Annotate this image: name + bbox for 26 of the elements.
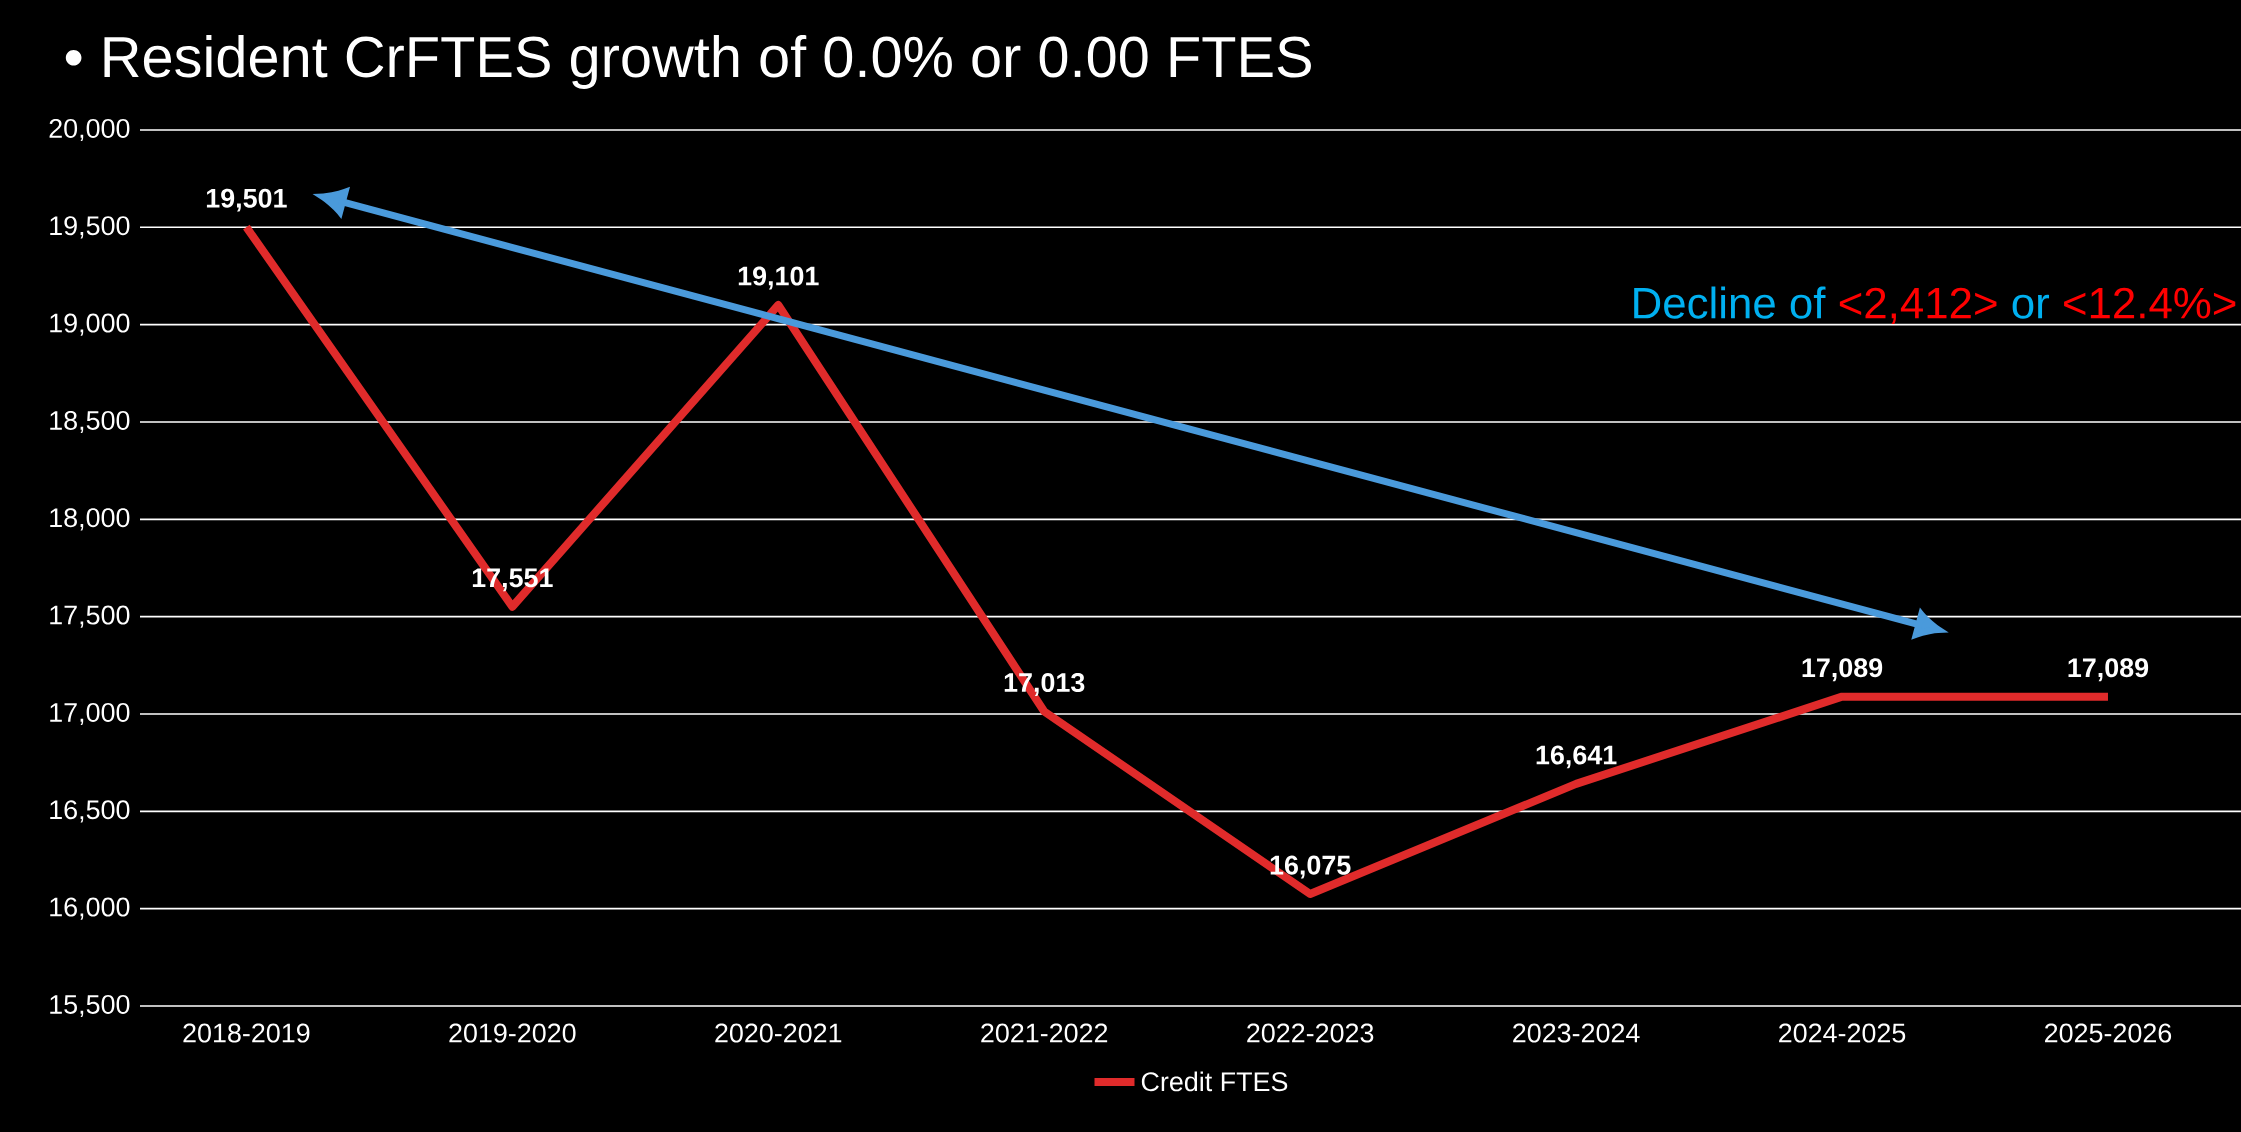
y-tick-label: 19,000 [50,313,130,336]
x-tick-label: 2023-2024 [1513,1023,1640,1043]
legend-label: Credit FTES [1141,1071,1288,1092]
data-label: 16,641 [1536,745,1617,769]
x-tick-label: 2018-2019 [183,1023,310,1043]
y-tick-label: 16,500 [50,800,130,823]
data-label: 17,089 [2068,658,2149,682]
y-tick-label: 19,500 [50,216,130,239]
y-tick-label: 15,500 [50,994,130,1018]
y-tick-label: 20,000 [49,118,130,142]
y-tick-label: 16,000 [50,897,130,920]
annotation: or [2012,294,2050,319]
y-tick-label: 18,500 [50,410,130,434]
x-tick-label: 2020-2021 [715,1023,842,1043]
y-tick-label: 18,000 [50,508,130,531]
y-tick-label: 17,000 [50,702,130,726]
y-tick-label: 17,500 [50,605,130,628]
chart-title: • Resident CrFTES growth of 0.0% or 0.00 FTES [65,35,1311,89]
x-tick-label: 2021-2022 [981,1023,1108,1043]
data-label: 17,089 [1802,658,1883,682]
x-tick-label: 2022-2023 [1247,1023,1374,1043]
annotation: <12.4%> [2064,287,2236,319]
x-tick-label: 2024-2025 [1779,1023,1906,1043]
data-label: 19,501 [206,188,287,212]
x-tick-label: 2019-2020 [449,1023,576,1043]
x-tick-label: 2025-2026 [2045,1023,2172,1043]
